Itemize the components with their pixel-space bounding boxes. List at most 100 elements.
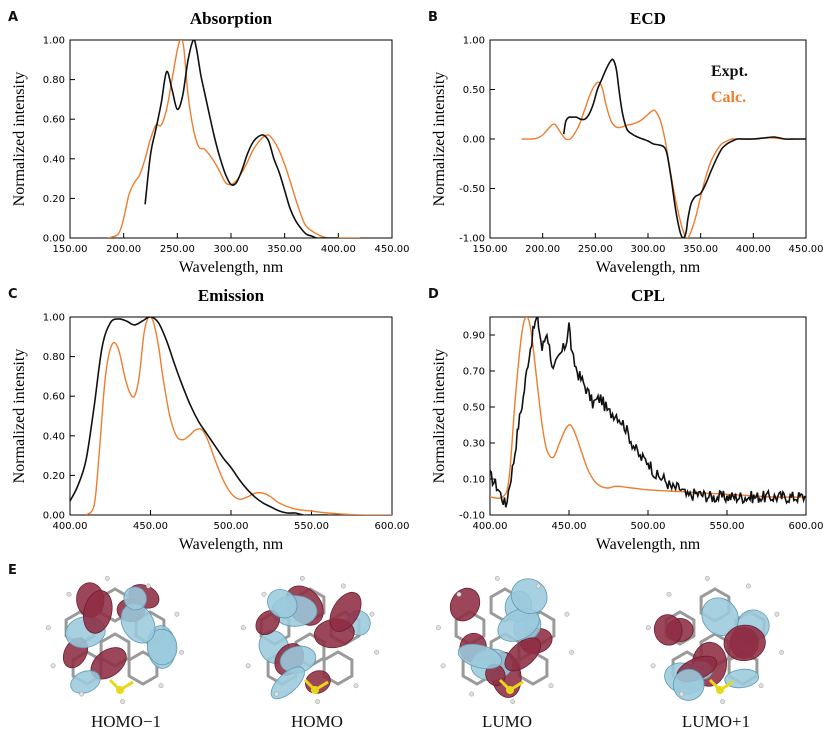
y-tick-label: 0.90 [463,331,485,342]
plot-frame [69,316,393,516]
orbital-illustration-2 [435,575,575,705]
x-tick-label: 450.00 [375,244,410,255]
hydrogen-atom [679,691,685,697]
orbital-label-lumo: LUMO [481,712,533,731]
hydrogen-atom [494,575,500,581]
y-axis-label: Normalized intensity [431,72,448,207]
hydrogen-atom [435,625,441,631]
hydrogen-atom [440,663,446,669]
chart-title: CPL [631,286,665,305]
hydrogen-atom [353,683,359,689]
hydrogen-atom [510,699,516,705]
x-tick-label: 500.00 [631,521,666,532]
x-tick-label: 350.00 [683,244,718,255]
y-tick-label: 1.00 [43,313,65,324]
x-axis-label: Wavelength, nm [596,536,701,553]
hydrogen-atom [535,583,541,589]
hydrogen-atom [274,691,280,697]
y-tick-label: 0.80 [43,352,65,363]
sulfur-bond [108,678,122,692]
x-tick-label: 600.00 [375,521,410,532]
hydrogen-atom [650,663,656,669]
orbital-lobe-negative [270,666,305,700]
hydrogen-atom [179,649,185,655]
x-axis-label: Wavelength, nm [596,259,701,276]
hydrogen-atom [720,699,726,705]
sulfur-bond [498,678,512,692]
orbital-lobe-positive [723,624,766,662]
hydrogen-atom [174,611,180,617]
hydrogen-atom [548,683,554,689]
hydrogen-atom [774,611,780,617]
hydrogen-atom [120,699,126,705]
y-tick-label: 0.50 [463,85,485,96]
panel-letter-a: A [8,10,19,25]
hydrogen-atom [645,625,651,631]
orbital-lobe-negative [497,608,540,642]
x-tick-label: 200.00 [106,244,141,255]
orbital-lobe-negative [267,589,298,619]
orbital-label-lumo-plus-1: LUMO+1 [681,712,751,731]
hydrogen-atom [261,591,267,597]
chart-title: ECD [630,9,666,28]
orbital-lobe-positive [504,637,542,672]
orbital-lobe-positive [449,587,481,622]
y-tick-label: 1.00 [463,36,485,47]
panel-letter-e: E [8,563,17,578]
orbital-lobe-negative [457,643,503,670]
panel-letter-d: D [428,287,439,302]
x-tick-label: 250.00 [578,244,613,255]
bond-ring [322,650,354,686]
x-tick-label: 400.00 [321,244,356,255]
hydrogen-atom [145,583,151,589]
hydrogen-atom [79,691,85,697]
x-tick-label: 250.00 [160,244,195,255]
chart-absorption: Absorption 150.00 200.00 250.00 300.00 350.00… [11,9,410,276]
y-tick-label: 0.70 [463,367,485,378]
y-tick-label: 0.00 [43,511,65,522]
hydrogen-atom [369,611,375,617]
y-tick-label: 0.40 [43,154,65,165]
sulfur-bond [719,680,734,692]
x-tick-label: 400.00 [53,521,88,532]
hydrogen-atom [779,649,785,655]
hydrogen-atom [340,583,346,589]
x-tick-label: 550.00 [294,521,329,532]
chart-title: Absorption [190,9,273,28]
sulfur-bond [119,680,134,692]
x-tick-label: 450.00 [789,244,823,255]
plot-frame [69,39,393,239]
x-tick-label: 450.00 [552,521,587,532]
hydrogen-atom [245,663,251,669]
orbital-lobe-negative [70,670,101,694]
sulfur-bond [303,678,317,692]
y-axis-label: Normalized intensity [431,349,448,484]
y-tick-label: 1.00 [43,36,65,47]
hydrogen-atom [704,575,710,581]
y-tick-label: -0.10 [459,511,485,522]
hydrogen-atom [158,683,164,689]
orbital-lobe-positive [329,591,362,632]
y-tick-label: 0.20 [43,471,65,482]
y-tick-label: 0.60 [43,115,65,126]
hydrogen-atom [469,691,475,697]
hydrogen-atom [50,663,56,669]
orbital-lobe-positive [653,614,683,646]
x-tick-label: 150.00 [473,244,508,255]
x-axis-label: Wavelength, nm [179,536,284,553]
hydrogen-atom [456,591,462,597]
chart-title: Emission [198,286,265,305]
series-line-absorption-calc [107,40,360,238]
x-tick-label: 400.00 [736,244,771,255]
x-tick-label: 150.00 [53,244,88,255]
y-tick-label: 0.60 [43,392,65,403]
hydrogen-atom [299,575,305,581]
hydrogen-atom [374,649,380,655]
x-tick-label: 450.00 [133,521,168,532]
y-tick-label: 0.50 [463,403,485,414]
hydrogen-atom [745,583,751,589]
sulfur-bond [314,680,329,692]
y-tick-label: -1.00 [459,234,485,245]
orbital-lobe-positive [83,590,113,634]
hydrogen-atom [104,575,110,581]
